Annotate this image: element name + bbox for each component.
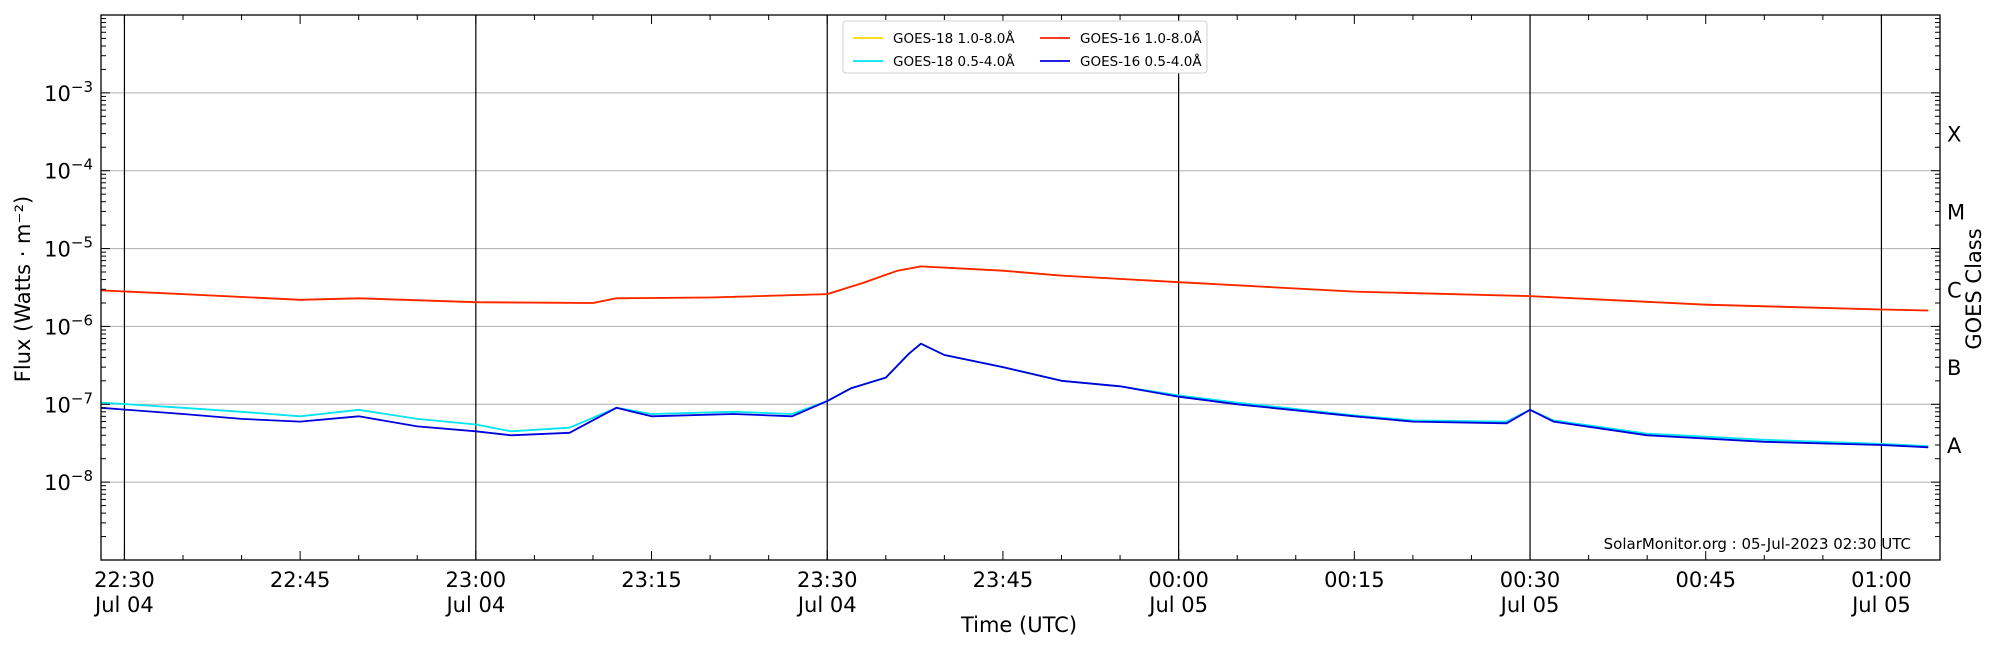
x-tick-label: 01:00 [1851,568,1912,592]
legend-label: GOES-18 0.5-4.0Å [893,53,1015,70]
x-tick-date-label: Jul 05 [1147,593,1208,617]
legend-label: GOES-16 1.0-8.0Å [1080,30,1202,47]
goes-class-label: X [1947,123,1961,147]
source-annotation: SolarMonitor.org : 05-Jul-2023 02:30 UTC [1604,535,1911,553]
y-tick-base: 10 [44,471,71,495]
y-tick-exponent: −5 [71,234,93,252]
x-tick-label: 23:45 [973,568,1034,592]
y-axis-ticks: 10−310−410−510−610−710−8 [44,14,1940,561]
series-line [100,265,1929,312]
y-tick-label: 10−3 [44,78,93,106]
x-tick-label: 23:15 [621,568,682,592]
y-tick-exponent: −7 [71,389,93,407]
plot-frame [100,14,1941,561]
y-tick-base: 10 [44,315,71,339]
y-tick-exponent: −4 [71,156,93,174]
goes-class-label: A [1947,434,1962,458]
y-tick-label: 10−8 [44,467,93,495]
series-layer [100,265,1929,449]
series-line [100,342,1929,447]
x-tick-date-label: Jul 05 [1499,593,1560,617]
y-tick-exponent: −3 [71,78,93,96]
y-tick-exponent: −8 [71,467,93,485]
y-tick-base: 10 [44,160,71,184]
day-boundary-lines [123,15,1883,560]
x-tick-label: 00:00 [1148,568,1209,592]
x-tick-label: 00:15 [1324,568,1385,592]
y-axis-label: Flux (Watts · m⁻²) [11,196,35,382]
y-tick-base: 10 [44,393,71,417]
y-tick-base: 10 [44,82,71,106]
legend-box [842,20,1208,74]
x-tick-date-label: Jul 05 [1850,593,1911,617]
x-tick-label: 00:45 [1675,568,1736,592]
goes-class-label: C [1947,278,1962,302]
x-tick-label: 22:30 [94,568,155,592]
x-tick-date-label: Jul 04 [444,593,505,617]
legend-label: GOES-16 0.5-4.0Å [1080,53,1202,70]
goes-class-label: B [1947,356,1961,380]
legend: GOES-18 1.0-8.0Å GOES-18 0.5-4.0Å GOES-16 … [842,20,1208,74]
y-tick-label: 10−4 [44,156,93,184]
y-tick-label: 10−7 [44,389,93,417]
y-tick-label: 10−5 [44,234,93,262]
x-axis-label: Time (UTC) [960,613,1077,637]
series-line [100,342,1929,449]
x-tick-date-label: Jul 04 [93,593,154,617]
y-tick-base: 10 [44,238,71,262]
x-tick-label: 23:30 [797,568,858,592]
horizontal-gridlines [101,92,1940,483]
y-tick-label: 10−6 [44,311,93,339]
x-tick-date-label: Jul 04 [796,593,857,617]
legend-label: GOES-18 1.0-8.0Å [893,30,1015,47]
goes-class-label: M [1947,200,1965,224]
x-tick-label: 22:45 [270,568,331,592]
right-axis-label: GOES Class [1962,228,1986,349]
series-line [100,265,1929,312]
x-tick-label: 00:30 [1500,568,1561,592]
x-tick-label: 23:00 [446,568,507,592]
y-tick-exponent: −6 [71,311,93,329]
goes-class-labels: X M C B A [1947,123,1965,458]
